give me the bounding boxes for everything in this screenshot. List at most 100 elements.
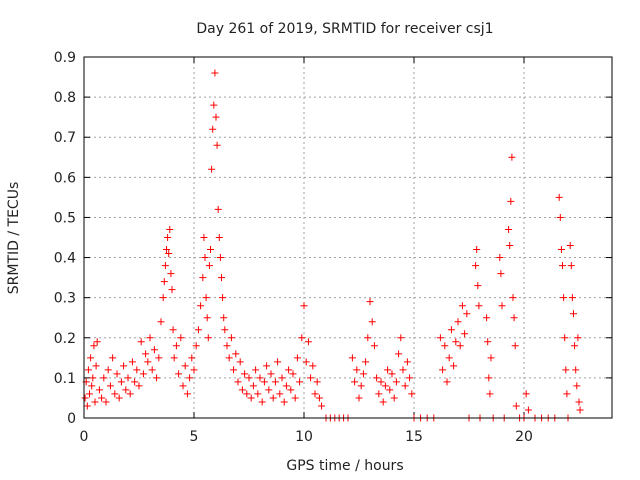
data-point: [381, 382, 389, 390]
data-point: [509, 294, 517, 302]
data-point: [274, 358, 282, 366]
data-point: [252, 366, 260, 374]
data-point: [212, 113, 220, 121]
data-point: [131, 378, 139, 386]
data-point: [568, 294, 576, 302]
data-point: [486, 390, 494, 398]
data-point: [223, 342, 231, 350]
data-point: [210, 101, 218, 109]
data-point: [375, 390, 383, 398]
plot-frame: [83, 56, 613, 419]
data-point: [234, 378, 242, 386]
data-point: [276, 390, 284, 398]
data-point: [254, 390, 262, 398]
data-point: [230, 366, 238, 374]
y-tick-label: 0.9: [54, 50, 76, 66]
data-point: [137, 338, 145, 346]
data-point: [508, 153, 516, 161]
data-point: [474, 282, 482, 290]
data-point: [95, 386, 103, 394]
data-point: [408, 390, 416, 398]
data-point: [373, 374, 381, 382]
data-point: [475, 302, 483, 310]
data-point: [575, 398, 583, 406]
data-point: [309, 362, 317, 370]
data-point: [351, 378, 359, 386]
data-point: [90, 342, 98, 350]
data-point: [447, 326, 455, 334]
data-point: [406, 374, 414, 382]
data-point: [570, 310, 577, 318]
data-point: [102, 398, 110, 406]
data-point: [443, 378, 451, 386]
data-point: [170, 354, 178, 362]
data-point: [463, 310, 471, 318]
data-point: [175, 370, 183, 378]
data-point: [507, 197, 515, 205]
y-axis-label: SRMTID / TECUs: [6, 182, 22, 295]
data-point: [511, 342, 519, 350]
data-point: [287, 386, 295, 394]
x-tick-label: 10: [295, 429, 313, 445]
data-point: [153, 374, 161, 382]
data-point: [92, 362, 100, 370]
data-point: [296, 378, 304, 386]
y-tick-label: 0.3: [54, 291, 76, 307]
data-point: [571, 342, 579, 350]
y-tick-label: 0.1: [54, 371, 76, 387]
y-tick-label: 0.2: [54, 331, 76, 347]
data-point: [278, 374, 286, 382]
data-point: [505, 225, 513, 233]
data-point: [307, 374, 315, 382]
data-point: [386, 386, 394, 394]
data-point: [555, 193, 563, 201]
data-point: [109, 354, 117, 362]
data-point: [111, 390, 119, 398]
data-point: [573, 382, 581, 390]
data-point: [298, 334, 306, 342]
data-point: [190, 366, 198, 374]
data-point: [168, 286, 176, 294]
data-point: [574, 334, 582, 342]
data-point: [395, 350, 403, 358]
data-point: [282, 382, 290, 390]
data-point: [362, 358, 370, 366]
data-point: [445, 354, 453, 362]
data-point: [197, 302, 205, 310]
data-point: [289, 370, 297, 378]
data-point: [93, 338, 101, 346]
data-point: [122, 386, 130, 394]
data-point: [186, 374, 194, 382]
data-point: [485, 374, 493, 382]
data-point: [390, 394, 398, 402]
data-point: [441, 342, 449, 350]
data-points: [81, 69, 584, 422]
data-point: [285, 366, 293, 374]
data-point: [366, 298, 374, 306]
data-point: [458, 302, 466, 310]
data-point: [300, 302, 308, 310]
data-point: [359, 370, 367, 378]
data-point: [304, 338, 312, 346]
data-point: [104, 366, 112, 374]
data-point: [280, 398, 288, 406]
data-point: [473, 246, 481, 254]
data-point: [113, 370, 121, 378]
data-point: [563, 390, 571, 398]
data-point: [293, 354, 301, 362]
x-tick-label: 0: [80, 429, 89, 445]
data-point: [377, 378, 385, 386]
data-point: [194, 326, 202, 334]
x-tick-label: 20: [515, 429, 533, 445]
data-point: [524, 406, 532, 414]
data-point: [86, 390, 93, 398]
data-point: [399, 366, 407, 374]
y-tick-label: 0.5: [54, 210, 76, 226]
data-point: [227, 334, 235, 342]
data-point: [205, 262, 213, 270]
data-point: [260, 378, 268, 386]
data-point: [439, 366, 447, 374]
data-point: [247, 394, 255, 402]
data-point: [218, 274, 225, 282]
